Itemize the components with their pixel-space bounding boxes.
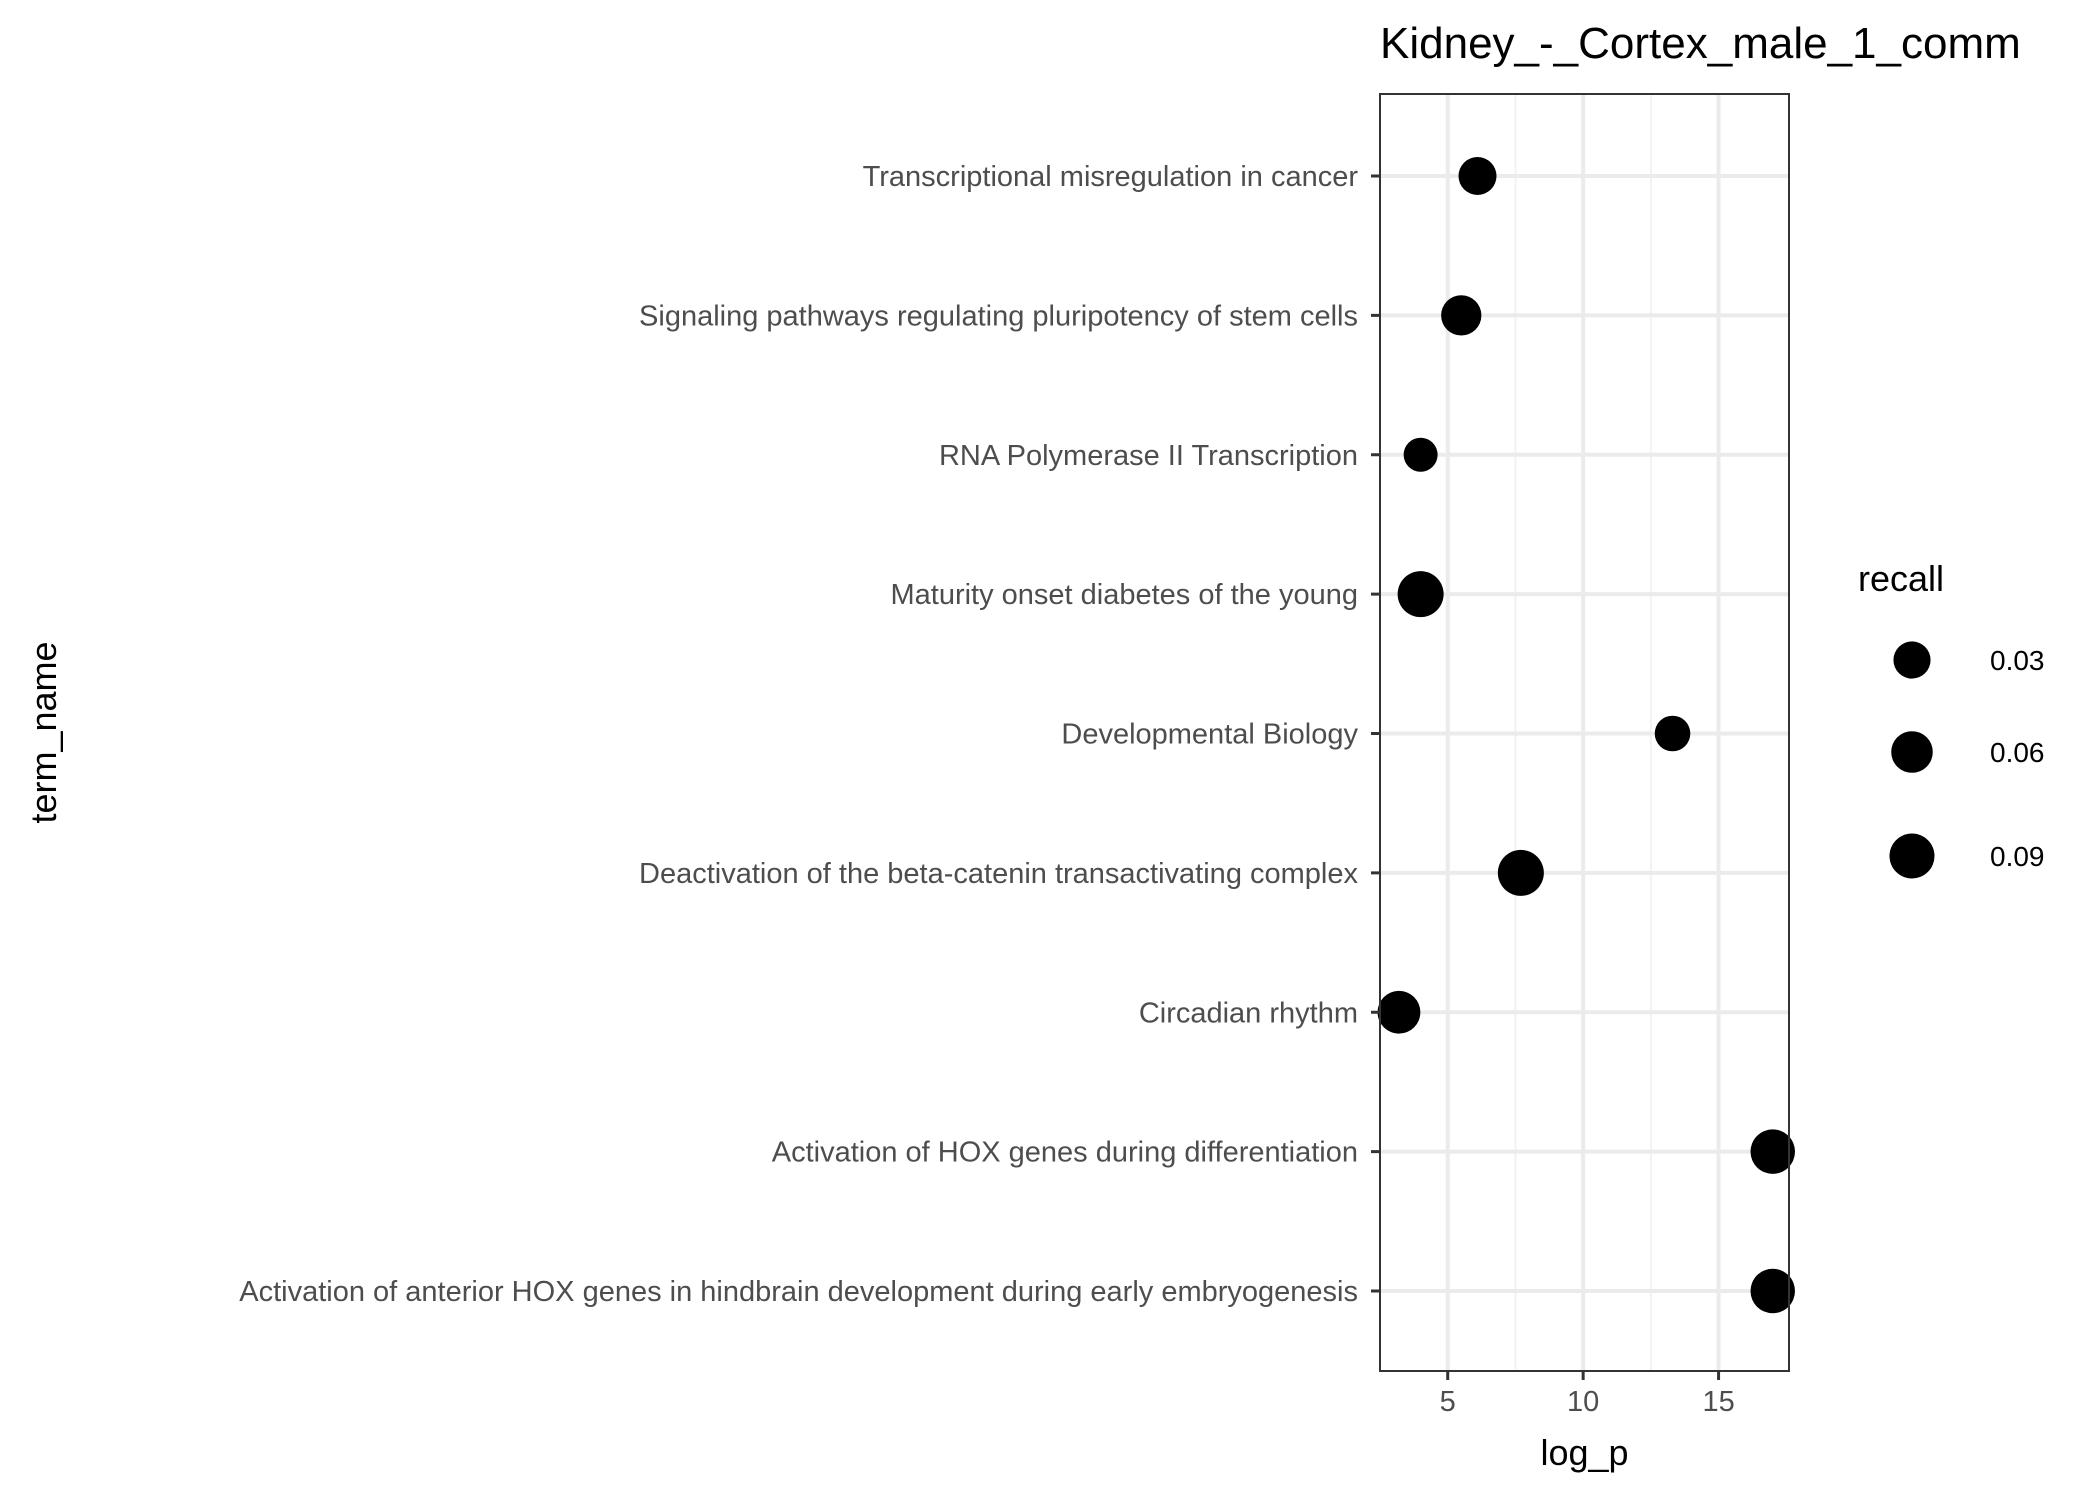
x-axis-title: log_p <box>1540 1432 1628 1473</box>
legend-title: recall <box>1858 558 1944 599</box>
y-tick-label: Maturity onset diabetes of the young <box>890 579 1358 611</box>
legend-key <box>1891 731 1933 773</box>
legend: recall 0.03 0.06 0.09 <box>1858 558 2045 879</box>
y-axis-title: term_name <box>23 641 64 823</box>
data-point <box>1654 715 1691 752</box>
data-point <box>1750 1129 1795 1174</box>
legend-key <box>1893 641 1931 679</box>
y-tick-label: Circadian rhythm <box>1139 997 1358 1029</box>
x-tick-label: 15 <box>1702 1386 1734 1418</box>
legend-label: 0.03 <box>1990 645 2045 676</box>
data-point <box>1397 571 1444 618</box>
y-tick-label: Activation of anterior HOX genes in hind… <box>239 1276 1358 1308</box>
y-tick-label: Signaling pathways regulating pluripoten… <box>639 300 1358 332</box>
points-layer <box>1377 157 1795 1314</box>
legend-key <box>1889 833 1935 879</box>
legend-label: 0.09 <box>1990 841 2045 872</box>
x-tick-label: 10 <box>1567 1386 1599 1418</box>
data-point <box>1377 990 1421 1034</box>
y-tick-label: Developmental Biology <box>1061 719 1358 751</box>
chart-title: Kidney_-_Cortex_male_1_comm <box>1380 19 2021 68</box>
data-point <box>1403 437 1438 472</box>
data-point <box>1750 1268 1795 1314</box>
axis-layer: Transcriptional misregulation in cancer S… <box>239 161 1734 1418</box>
data-point <box>1497 849 1544 896</box>
x-tick-label: 5 <box>1440 1386 1456 1418</box>
data-point <box>1441 295 1482 336</box>
y-tick-label: RNA Polymerase II Transcription <box>939 440 1358 472</box>
y-tick-label: Activation of HOX genes during different… <box>772 1137 1358 1169</box>
y-tick-label: Transcriptional misregulation in cancer <box>863 161 1359 193</box>
y-tick-label: Deactivation of the beta-catenin transac… <box>639 858 1358 890</box>
legend-label: 0.06 <box>1990 737 2045 768</box>
data-point <box>1458 157 1497 195</box>
